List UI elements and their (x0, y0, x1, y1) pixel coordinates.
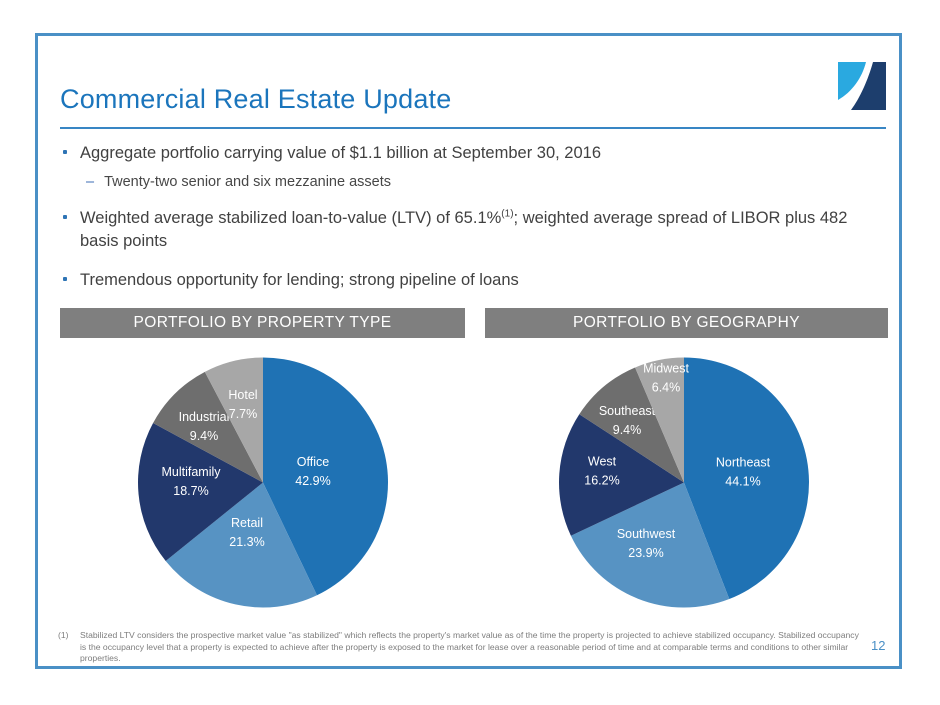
footnote-marker: (1) (58, 630, 69, 640)
pie-value-southeast: 9.4% (613, 423, 642, 437)
section-header-geography: PORTFOLIO BY GEOGRAPHY (485, 308, 888, 338)
pie-value-west: 16.2% (584, 474, 619, 488)
footnote-text: Stabilized LTV considers the prospective… (80, 630, 859, 663)
pie-value-northeast: 44.1% (725, 475, 760, 489)
pie-label-west: West (588, 455, 617, 469)
pie-value-midwest: 6.4% (652, 381, 681, 395)
bullet-marker-icon (63, 215, 67, 219)
page-title: Commercial Real Estate Update (60, 84, 452, 114)
bullet-marker-icon (63, 150, 67, 154)
page-number: 12 (871, 638, 886, 653)
pie-slice-northeast (684, 357, 809, 600)
pie-value-southwest: 23.9% (628, 546, 663, 560)
pie-slice-midwest (635, 357, 684, 483)
pie-label-southwest: Southwest (617, 527, 676, 541)
bullet-text-2-main: Weighted average stabilized loan-to-valu… (80, 209, 502, 227)
bullet-marker-icon (63, 277, 67, 281)
pie-slice-west (559, 414, 684, 536)
pie-value-retail: 21.3% (229, 535, 264, 549)
bullet-text-1: Aggregate portfolio carrying value of $1… (80, 144, 601, 162)
bullet-item-1: Aggregate portfolio carrying value of $1… (60, 142, 876, 165)
bullet-item-2: Weighted average stabilized loan-to-valu… (60, 207, 876, 253)
bullet-item-3: Tremendous opportunity for lending; stro… (60, 269, 876, 292)
bullet-text-3: Tremendous opportunity for lending; stro… (80, 271, 519, 289)
pie-label-multifamily: Multifamily (161, 465, 221, 479)
pie-slice-southeast (579, 367, 684, 483)
footnote: (1) Stabilized LTV considers the prospec… (58, 630, 860, 665)
title-divider (60, 127, 886, 129)
pie-slice-office (263, 357, 389, 596)
pie-label-industrial: Industrial (179, 410, 230, 424)
pie-slice-industrial (153, 371, 263, 483)
sub-bullet-dash: – (86, 174, 95, 190)
geography-pie-chart: Northeast 44.1% Southwest 23.9% West 16.2% Sou… (559, 357, 809, 608)
footnote-reference: (1) (501, 208, 514, 220)
bullet-text-2-rest: ; weighted average spread of LIBOR plus … (80, 209, 848, 250)
pie-label-hotel: Hotel (228, 388, 257, 402)
section-header-property-type: PORTFOLIO BY PROPERTY TYPE (60, 308, 465, 338)
pie-label-retail: Retail (231, 516, 263, 530)
pie-slice-hotel (204, 357, 263, 483)
pie-slice-retail (165, 482, 317, 608)
pie-slice-southwest (570, 482, 730, 608)
sub-bullet-text: Twenty-two senior and six mezzanine asse… (104, 174, 391, 190)
pie-value-office: 42.9% (295, 474, 330, 488)
pie-value-industrial: 9.4% (190, 429, 219, 443)
bullet-text-2: Weighted average stabilized loan-to-valu… (80, 207, 876, 253)
pie-label-northeast: Northeast (716, 456, 771, 470)
sub-bullet-item: – Twenty-two senior and six mezzanine as… (86, 172, 876, 192)
company-logo-icon (838, 62, 886, 110)
pie-value-hotel: 7.7% (229, 407, 258, 421)
pie-label-office: Office (297, 455, 329, 469)
pie-slice-multifamily (138, 422, 263, 561)
property-type-pie-chart: Office 42.9% Retail 21.3% Multifamily 18.7% In… (138, 357, 389, 608)
bullet-list: Aggregate portfolio carrying value of $1… (60, 142, 876, 292)
pie-label-midwest: Midwest (643, 362, 689, 376)
pie-value-multifamily: 18.7% (173, 484, 208, 498)
pie-label-southeast: Southeast (599, 404, 656, 418)
